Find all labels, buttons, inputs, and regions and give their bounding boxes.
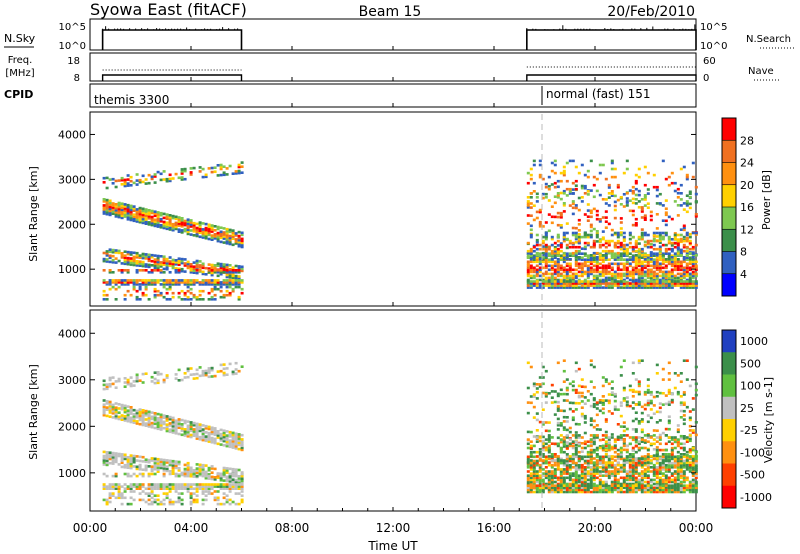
nsky-trace	[101, 24, 697, 50]
beam-label: Beam 15	[359, 4, 422, 20]
nsearch-tick-bottom: 10^0	[700, 41, 727, 52]
nsky-label: N.Sky	[4, 32, 36, 45]
time-axis: 00:00 04:00 08:00 12:00 16:00 20:00 00:00	[73, 46, 714, 535]
colorbar-tick-label: 16	[740, 201, 754, 214]
colorbar-tick-label: 20	[740, 179, 754, 192]
x-tick-label: 00:00	[73, 521, 108, 535]
power-colorbar-label: Power [dB]	[760, 170, 773, 230]
power-panel: 4000 3000 2000 1000 Slant Range [km]	[27, 111, 698, 307]
y-tick-label: 3000	[58, 173, 86, 186]
cpid-normal: normal (fast) 151	[546, 87, 650, 101]
colorbar-tick-label: -1000	[740, 491, 772, 504]
x-tick-label: 00:00	[679, 521, 714, 535]
freq-tick-top: 18	[67, 56, 80, 67]
figure-title: Syowa East (fitACF)	[90, 0, 247, 19]
y-tick-label: 3000	[58, 374, 86, 387]
freq-label: Freq.	[8, 55, 33, 66]
y-tick-label: 4000	[58, 327, 86, 340]
x-tick-label: 20:00	[578, 521, 613, 535]
nsky-tick-top: 10^5	[59, 22, 86, 33]
velocity-colorbar: 1000 500 100 25 -25 -100 -500 -1000 Velocity [m…	[721, 329, 775, 509]
power-heatmap	[102, 159, 698, 301]
x-tick-label: 12:00	[376, 521, 411, 535]
velocity-heatmap	[102, 359, 698, 506]
y-tick-label: 4000	[58, 128, 86, 141]
colorbar-tick-label: 24	[740, 157, 754, 170]
y-tick-label: 1000	[58, 467, 86, 480]
colorbar-tick-label: 100	[740, 380, 761, 393]
nsky-panel: N.Sky 10^5 10^0 10^5 10^0 N.Search	[4, 18, 796, 52]
velocity-colorbar-label: Velocity [m s-1]	[762, 377, 775, 463]
x-tick-label: 04:00	[174, 521, 209, 535]
freq-trace	[101, 66, 697, 81]
date-label: 20/Feb/2010	[607, 4, 695, 20]
colorbar-tick-label: 8	[740, 246, 747, 259]
y-tick-label: 1000	[58, 263, 86, 276]
xaxis-label: Time UT	[367, 539, 418, 553]
cpid-label: CPID	[4, 88, 33, 101]
power-y-axis: 4000 3000 2000 1000	[58, 128, 696, 276]
cpid-themis: themis 3300	[94, 93, 169, 107]
colorbar-tick-label: 500	[740, 357, 761, 370]
colorbar-tick-label: -500	[740, 469, 765, 482]
nave-label: Nave	[748, 66, 774, 77]
y-tick-label: 2000	[58, 218, 86, 231]
nave-tick-bottom: 0	[703, 73, 709, 84]
nsearch-label: N.Search	[746, 34, 791, 45]
nsky-tick-bottom: 10^0	[59, 41, 86, 52]
velocity-y-axis: 4000 3000 2000 1000	[58, 327, 696, 480]
colorbar-tick-label: 25	[740, 402, 754, 415]
freq-tick-bottom: 8	[74, 73, 80, 84]
colorbar-tick-label: 4	[740, 268, 747, 281]
power-colorbar: 28 24 20 16 12 8 4 Power [dB]	[721, 117, 773, 297]
colorbar-tick-label: -25	[740, 424, 758, 437]
power-ylabel: Slant Range [km]	[27, 166, 40, 262]
nave-tick-top: 60	[703, 56, 716, 67]
colorbar-tick-label: 12	[740, 223, 754, 236]
x-tick-label: 08:00	[275, 521, 310, 535]
velocity-ylabel: Slant Range [km]	[27, 364, 40, 460]
colorbar-tick-label: 1000	[740, 335, 768, 348]
velocity-panel: 4000 3000 2000 1000 Slant Range [km]	[27, 309, 698, 512]
y-tick-label: 2000	[58, 420, 86, 433]
cpid-panel: CPID themis 3300 normal (fast) 151	[4, 83, 697, 108]
freq-panel: Freq. [MHz] 18 8 60 0 Nave	[5, 52, 780, 84]
colorbar-tick-label: -100	[740, 446, 765, 459]
freq-unit: [MHz]	[5, 68, 34, 79]
nsearch-tick-top: 10^5	[700, 22, 727, 33]
colorbar-tick-label: 28	[740, 134, 754, 147]
x-tick-label: 16:00	[477, 521, 512, 535]
